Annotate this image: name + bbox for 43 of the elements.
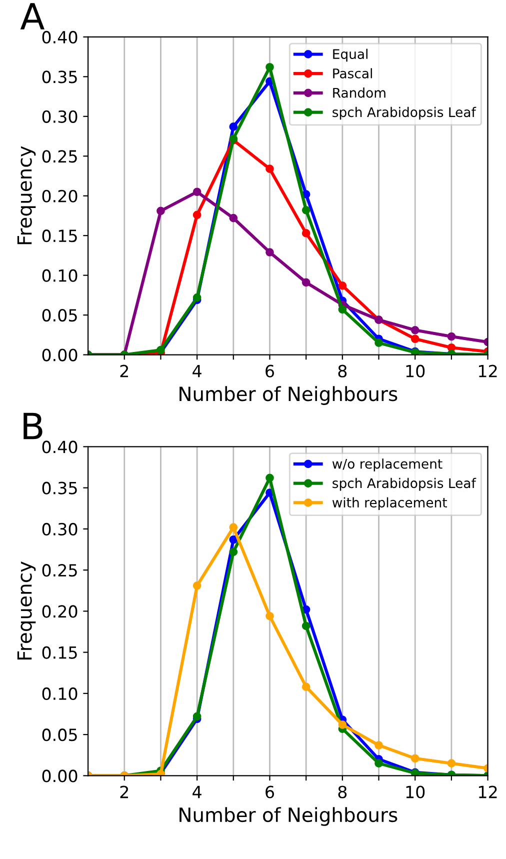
- x-tick-label: 8: [338, 364, 347, 378]
- legend-label: w/o replacement: [332, 458, 442, 472]
- y-tick-label: 0.40: [42, 30, 78, 44]
- x-axis-title: Number of Neighbours: [180, 807, 398, 826]
- x-axis-title: Number of Neighbours: [180, 386, 398, 405]
- y-tick-label: 0.35: [42, 70, 77, 84]
- chart-title: A: [20, 3, 44, 30]
- legend-label: spch Arabidopsis Leaf: [332, 106, 476, 120]
- y-axis-title: Frequency: [17, 146, 36, 244]
- y-tick-label: 0.40: [42, 440, 78, 454]
- x-tick-label: 6: [266, 786, 274, 798]
- legend-label: with replacement: [332, 497, 447, 510]
- y-tick-label: 0.35: [42, 482, 77, 494]
- x-tick-label: 12: [479, 364, 497, 378]
- x-tick-label: 2: [120, 786, 128, 798]
- legend-label: Random: [333, 88, 386, 98]
- legend-label: spch Arabidopsis Leaf: [332, 478, 476, 491]
- x-tick-label: 4: [192, 365, 202, 378]
- x-tick-label: 8: [338, 786, 347, 798]
- y-tick-label: 0.05: [42, 309, 77, 322]
- y-tick-label: 0.30: [42, 522, 78, 536]
- legend-label: Pascal: [333, 68, 372, 78]
- legend-label: Equal: [333, 48, 368, 62]
- y-axis-title: Frequency: [17, 562, 36, 660]
- y-tick-label: 0.10: [42, 269, 78, 282]
- y-tick-label: 0.10: [42, 687, 78, 700]
- y-tick-label: 0.30: [42, 110, 78, 123]
- y-tick-label: 0.25: [42, 150, 77, 163]
- x-tick-label: 12: [479, 786, 497, 798]
- y-tick-label: 0.00: [42, 770, 78, 782]
- x-tick-label: 4: [192, 786, 202, 798]
- y-tick-label: 0.20: [42, 605, 78, 618]
- chart-title: B: [24, 412, 42, 440]
- x-tick-label: 6: [266, 364, 274, 378]
- x-tick-label: 10: [406, 786, 425, 798]
- y-tick-label: 0.20: [42, 190, 78, 202]
- y-tick-label: 0.15: [42, 230, 77, 242]
- y-tick-label: 0.25: [42, 564, 77, 577]
- y-tick-label: 0.00: [42, 348, 78, 362]
- x-tick-label: 2: [120, 364, 128, 378]
- y-tick-label: 0.05: [42, 728, 77, 742]
- y-tick-label: 0.15: [42, 646, 77, 659]
- x-tick-label: 10: [406, 364, 425, 378]
